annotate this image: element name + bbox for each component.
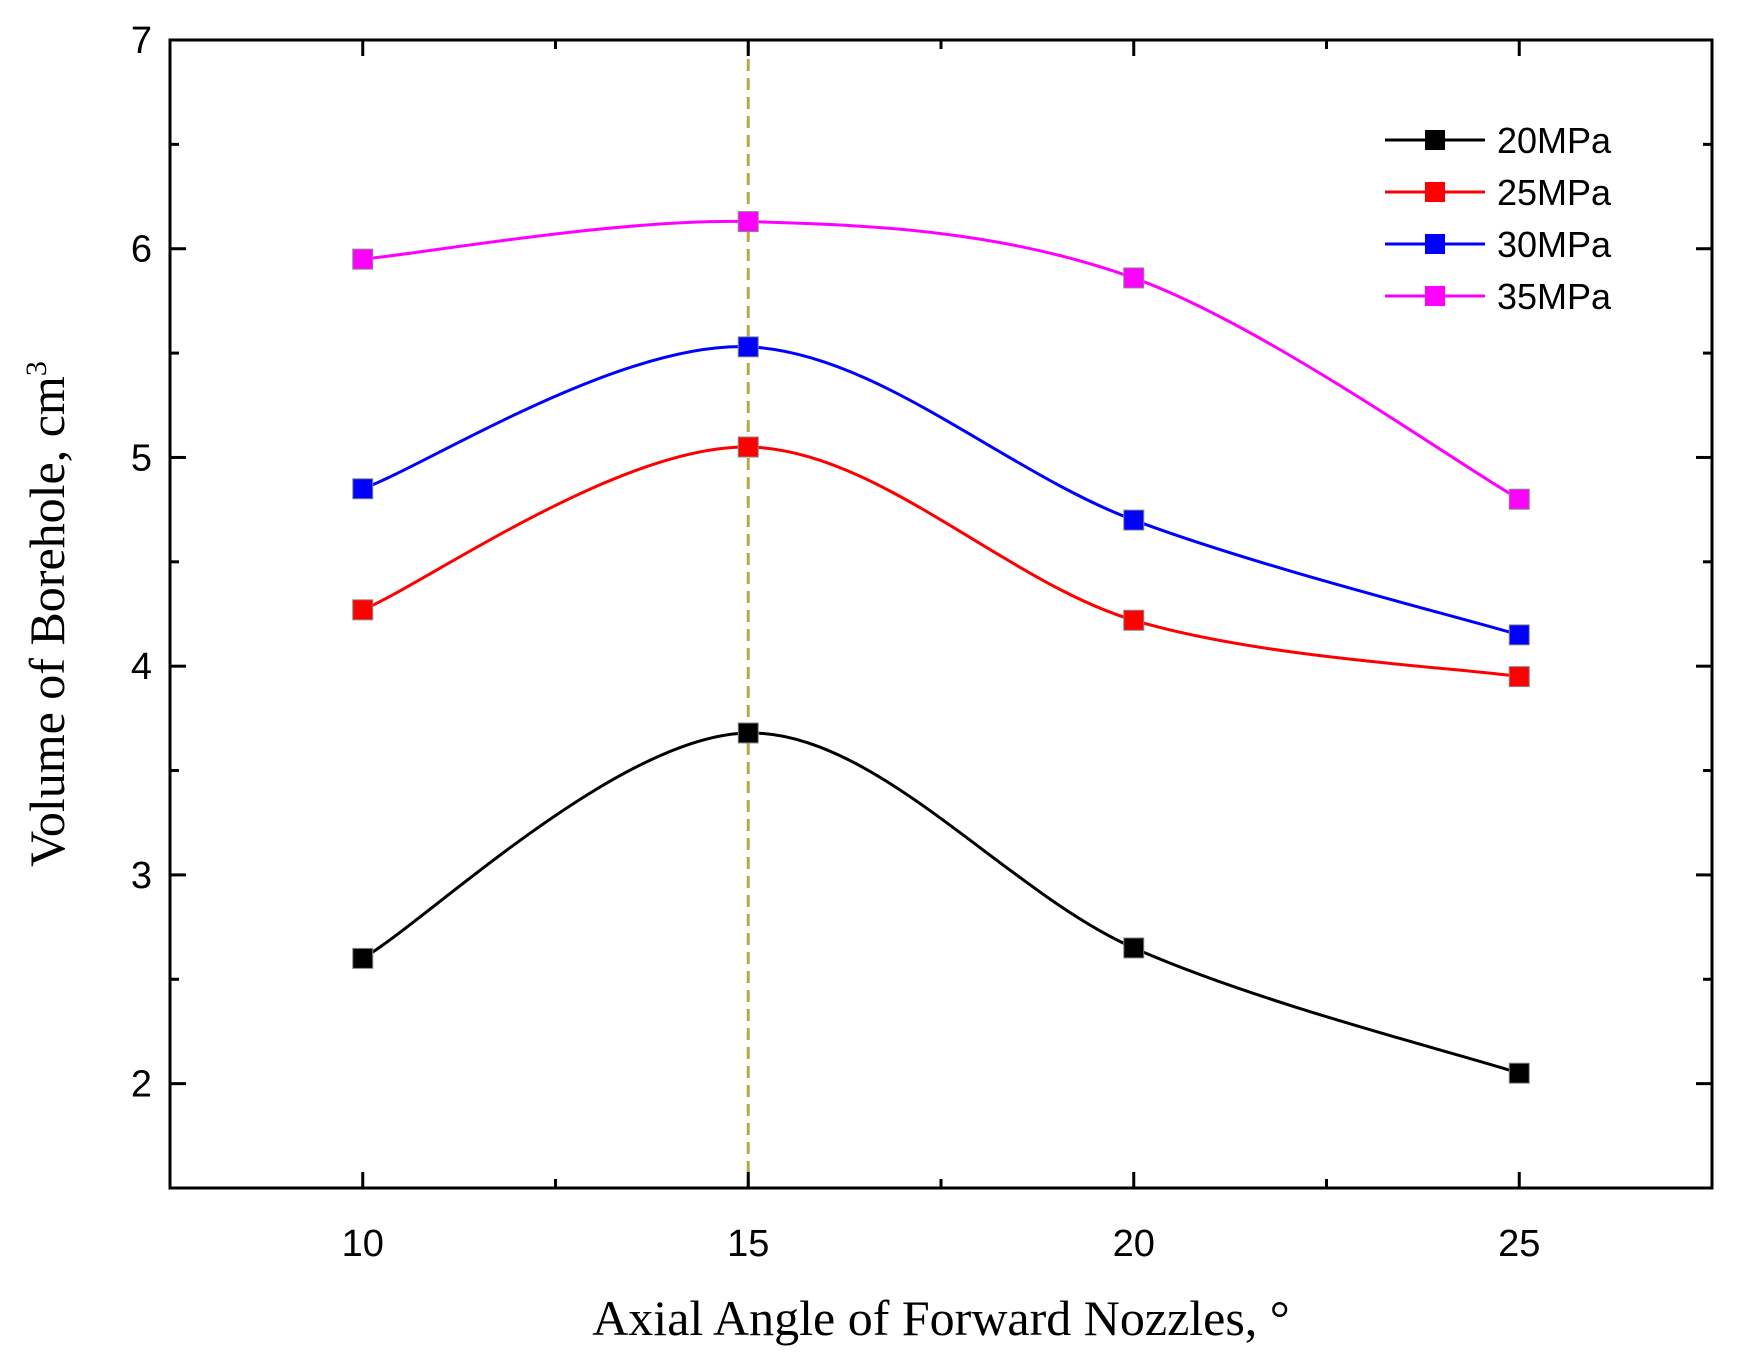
data-point <box>737 211 759 233</box>
data-point <box>352 947 374 969</box>
legend-label: 30MPa <box>1497 224 1612 265</box>
series-line <box>362 445 1520 679</box>
series-line <box>361 731 1520 1075</box>
x-tick-label: 20 <box>1113 1223 1155 1265</box>
data-point <box>352 248 374 270</box>
data-point <box>1508 1062 1530 1084</box>
legend-entry: 35MPa <box>1385 276 1612 317</box>
legend-label: 35MPa <box>1497 276 1612 317</box>
x-axis-title: Axial Angle of Forward Nozzles, ° <box>592 1290 1290 1346</box>
x-tick-label: 25 <box>1498 1223 1540 1265</box>
series-20MPa <box>352 722 1530 1084</box>
data-point <box>1508 488 1530 510</box>
y-tick-label: 5 <box>131 437 152 479</box>
data-point <box>737 436 759 458</box>
y-tick-label: 6 <box>131 229 152 271</box>
legend-marker <box>1425 286 1445 306</box>
legend-marker <box>1425 130 1445 150</box>
y-tick-label: 4 <box>131 646 152 688</box>
y-axis-title-text: Volume of Borehole, cm <box>19 376 75 867</box>
series-30MPa <box>352 336 1530 646</box>
plot-frame <box>168 38 1714 1190</box>
legend-entry: 25MPa <box>1385 172 1612 213</box>
x-tick-label: 10 <box>342 1223 384 1265</box>
data-point <box>1123 937 1145 959</box>
data-point <box>1123 267 1145 289</box>
y-tick-label: 2 <box>131 1064 152 1106</box>
data-point <box>352 478 374 500</box>
y-tick-label: 3 <box>131 855 152 897</box>
series-35MPa <box>352 211 1530 510</box>
data-point <box>352 599 374 621</box>
legend-entry: 30MPa <box>1385 224 1612 265</box>
series-line <box>362 345 1520 637</box>
legend-label: 25MPa <box>1497 172 1612 213</box>
data-point <box>1123 509 1145 531</box>
legend-entry: 20MPa <box>1385 120 1612 161</box>
x-tick-label: 15 <box>727 1223 769 1265</box>
legend-marker <box>1425 182 1445 202</box>
y-axis-title: Volume of Borehole, cm3 <box>19 361 75 867</box>
legend-marker <box>1425 234 1445 254</box>
data-point <box>737 336 759 358</box>
series-25MPa <box>352 436 1530 688</box>
data-point <box>1123 609 1145 631</box>
legend-label: 20MPa <box>1497 120 1612 161</box>
data-point <box>737 722 759 744</box>
data-point <box>1508 666 1530 688</box>
series-line <box>362 219 1520 501</box>
y-tick-label: 7 <box>131 20 152 62</box>
y-axis-title-superscript: 3 <box>20 361 53 376</box>
data-point <box>1508 624 1530 646</box>
